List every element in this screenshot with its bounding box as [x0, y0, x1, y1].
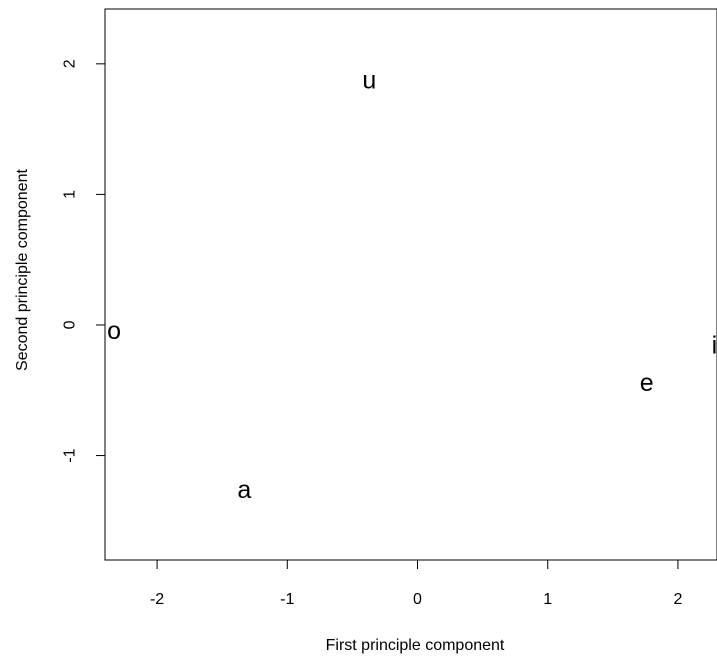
- x-tick-label: 2: [673, 591, 682, 608]
- point-label-i: i: [712, 331, 717, 359]
- x-axis: -2 -1 0 1 2: [150, 560, 682, 608]
- x-tick-label: 0: [413, 591, 422, 608]
- x-axis-title: First principle component: [326, 637, 505, 654]
- y-axis: -1 0 1 2: [62, 59, 105, 463]
- y-tick-label: 2: [62, 59, 79, 68]
- y-tick-label: 0: [62, 320, 79, 329]
- point-label-o: o: [107, 317, 121, 345]
- point-label-e: e: [640, 369, 654, 397]
- point-label-a: a: [237, 476, 251, 504]
- y-axis-title: Second principle component: [14, 168, 31, 370]
- point-label-u: u: [362, 66, 376, 94]
- y-tick-label: 1: [62, 190, 79, 199]
- x-tick-label: 1: [543, 591, 552, 608]
- plot-frame: [104, 8, 717, 561]
- x-tick-label: -2: [150, 591, 164, 608]
- data-points: u o i e a: [107, 66, 717, 504]
- y-tick-label: -1: [62, 448, 79, 462]
- x-tick-label: -1: [280, 591, 294, 608]
